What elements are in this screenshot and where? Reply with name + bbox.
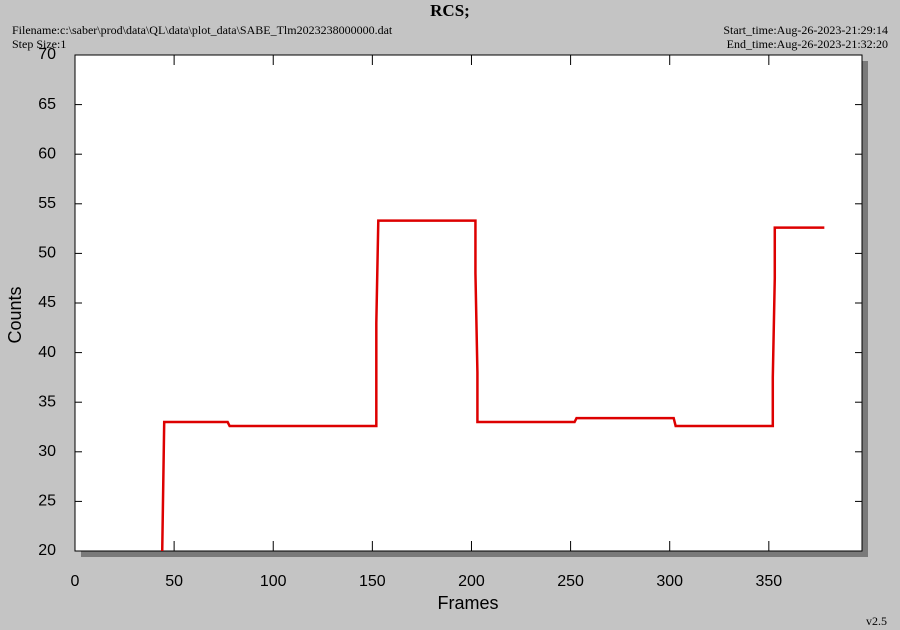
y-axis-label: Counts xyxy=(5,286,25,343)
step-size: Step Size:1 xyxy=(12,37,66,51)
x-tick-label: 100 xyxy=(260,573,287,590)
plot-area xyxy=(74,54,863,552)
y-tick-label: 50 xyxy=(38,245,56,262)
y-tick-label: 55 xyxy=(38,195,56,212)
x-tick-label: 0 xyxy=(71,573,80,590)
version: v2.5 xyxy=(866,614,887,628)
y-tick-label: 25 xyxy=(38,493,56,510)
x-tick-label: 200 xyxy=(458,573,485,590)
y-tick-label: 60 xyxy=(38,145,56,162)
y-tick-label: 65 xyxy=(38,96,56,113)
y-tick-label: 70 xyxy=(38,46,56,63)
x-tick-label: 50 xyxy=(165,573,183,590)
end-time: End_time:Aug-26-2023-21:32:20 xyxy=(727,37,888,51)
start-time: Start_time:Aug-26-2023-21:29:14 xyxy=(723,23,888,37)
y-tick-label: 35 xyxy=(38,393,56,410)
x-tick-label: 250 xyxy=(557,573,584,590)
y-tick-label: 40 xyxy=(38,344,56,361)
x-tick-label: 350 xyxy=(755,573,782,590)
y-tick-label: 45 xyxy=(38,294,56,311)
y-tick-label: 20 xyxy=(38,542,56,559)
x-axis-label: Frames xyxy=(437,593,498,613)
x-tick-label: 300 xyxy=(656,573,683,590)
filename: Filename:c:\saber\prod\data\QL\data\plot… xyxy=(12,23,393,37)
chart-title: RCS; xyxy=(430,1,470,20)
x-tick-label: 150 xyxy=(359,573,386,590)
y-tick-label: 30 xyxy=(38,443,56,460)
data-line xyxy=(160,219,825,552)
